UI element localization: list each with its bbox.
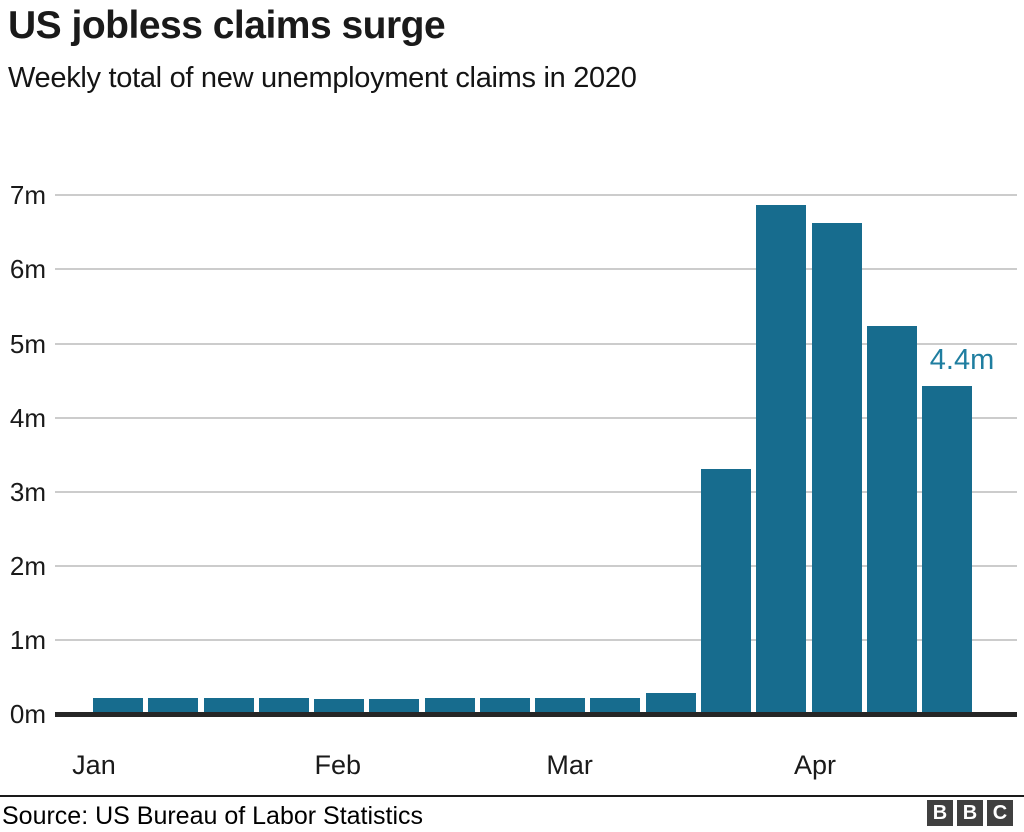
y-tick-label: 1m	[9, 624, 46, 655]
bbc-logo-letter-b: B	[957, 800, 983, 826]
y-tick-label: 4m	[9, 402, 46, 433]
bar-week-6	[369, 699, 420, 714]
gridline-3m	[55, 490, 1017, 493]
y-tick-label: 5m	[9, 328, 46, 359]
bbc-logo-letter-c: C	[987, 800, 1013, 826]
gridline-1m	[55, 638, 1017, 641]
y-tick-label: 0m	[9, 699, 46, 729]
footer-divider	[0, 795, 1024, 797]
chart-subtitle: Weekly total of new unemployment claims …	[8, 62, 637, 94]
bar-week-10	[590, 698, 641, 714]
bar-week-3	[203, 697, 254, 714]
gridline-5m	[55, 342, 1017, 345]
x-tick-label-apr: Apr	[793, 750, 836, 780]
bar-week-7	[424, 697, 475, 714]
bar-week-11	[645, 693, 696, 714]
bar-value-label: 4.4m	[929, 343, 995, 376]
bar-week-2	[148, 698, 199, 714]
x-tick-label-feb: Feb	[314, 750, 362, 780]
bbc-logo-letter-b: B	[927, 800, 953, 826]
bar-chart: 0m 1m 2m 3m 4m 5m 6m 7m Jan Feb Mar Apr 4.4m	[9, 180, 1017, 780]
bar-week-1	[93, 698, 143, 714]
y-tick-label: 7m	[9, 180, 46, 211]
bar-week-15	[866, 325, 917, 714]
bar-week-14	[811, 223, 862, 714]
gridline-2m	[55, 564, 1017, 567]
bar-week-5	[314, 699, 365, 714]
bar-week-8	[479, 697, 530, 714]
y-tick-label: 3m	[9, 476, 46, 507]
x-axis-line	[55, 712, 1017, 717]
gridline-7m	[55, 194, 1017, 197]
gridline-6m	[55, 268, 1017, 271]
chart-title: US jobless claims surge	[8, 4, 446, 47]
gridline-4m	[55, 416, 1017, 419]
bar-week-12	[700, 468, 751, 714]
bar-week-4	[258, 698, 309, 714]
source-text: Source: US Bureau of Labor Statistics	[2, 802, 424, 830]
bar-week-13	[756, 204, 807, 714]
bar-week-16	[922, 385, 973, 714]
y-tick-label: 2m	[9, 550, 46, 581]
x-tick-label-mar: Mar	[546, 750, 593, 780]
x-tick-label-jan: Jan	[72, 750, 116, 780]
y-tick-label: 6m	[9, 254, 46, 285]
bar-week-9	[535, 697, 586, 714]
